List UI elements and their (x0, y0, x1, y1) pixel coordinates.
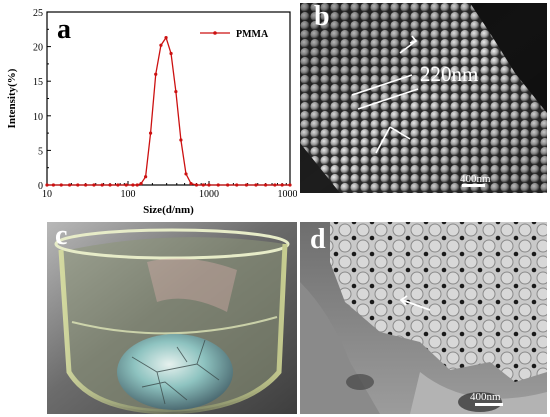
x-tick-label: 100 (121, 189, 136, 200)
series-line-pmma (47, 36, 290, 186)
data-point (201, 183, 205, 187)
y-tick-label: 20 (33, 43, 43, 54)
panel-c-photo: c (47, 222, 297, 414)
data-point (116, 183, 120, 187)
data-point (169, 51, 173, 56)
data-point (216, 183, 220, 187)
data-point (264, 183, 268, 187)
y-tick-label: 10 (33, 112, 43, 123)
scale-bar-b-label: 400nm (460, 173, 491, 185)
data-point (108, 183, 112, 187)
legend-label: PMMA (236, 29, 269, 40)
data-point (288, 183, 292, 187)
data-point (159, 43, 163, 47)
y-tick-label: 5 (38, 146, 43, 157)
data-point (273, 183, 277, 187)
beaker-photo (47, 222, 297, 414)
data-point (84, 183, 88, 187)
scale-bar-b-line (462, 184, 485, 187)
data-point (207, 183, 211, 187)
data-point (244, 183, 249, 187)
data-point (179, 138, 183, 142)
panel-d-sem: 400nm d (300, 222, 547, 414)
sem-image-d: 400nm (300, 222, 547, 414)
y-tick-label: 25 (33, 8, 43, 19)
scale-bar-d-label: 400nm (470, 391, 501, 403)
data-point (280, 183, 284, 187)
data-point (67, 183, 72, 187)
y-tick-label: 15 (33, 77, 43, 88)
data-point (76, 183, 80, 187)
data-point (148, 131, 153, 135)
size-annotation: 220nm (420, 62, 478, 86)
y-axis-label: Intensity(%) (6, 68, 18, 128)
data-point (254, 183, 258, 187)
data-point (194, 183, 199, 187)
y-tick-label: 0 (38, 181, 43, 192)
x-axis-label: Size(d/nm) (143, 204, 194, 216)
panel-b-sem: 220nm 400nm b (300, 3, 547, 193)
data-point (131, 183, 135, 187)
data-point (184, 172, 188, 176)
panel-letter-c: c (55, 222, 68, 251)
panel-letter-b: b (314, 3, 330, 32)
panel-letter-a: a (57, 14, 71, 45)
data-point (135, 183, 139, 187)
panel-a: 0 5 10 15 20 25 10 100 1000 10000 Size(d/nm) Intens… (0, 0, 297, 222)
data-point (92, 183, 96, 187)
data-point (139, 182, 143, 186)
data-point (59, 183, 63, 187)
data-point (226, 183, 230, 187)
data-point (124, 183, 128, 187)
x-tick-label: 10000 (278, 189, 298, 200)
x-tick-label: 10 (42, 189, 52, 200)
x-tick-label: 1000 (199, 189, 219, 200)
dls-chart: 0 5 10 15 20 25 10 100 1000 10000 Size(d/nm) Intens… (6, 8, 298, 216)
sem-image-b: 220nm 400nm (300, 3, 547, 193)
data-point (144, 175, 148, 179)
data-point (189, 182, 193, 186)
data-point (100, 183, 104, 187)
data-point (164, 36, 168, 40)
data-point (235, 183, 239, 187)
data-point (51, 183, 56, 187)
data-point (45, 183, 49, 187)
legend-marker (213, 31, 217, 35)
scale-bar-d-line (475, 403, 503, 406)
panel-letter-d: d (310, 224, 326, 255)
data-point (154, 72, 158, 76)
data-point (174, 89, 178, 94)
